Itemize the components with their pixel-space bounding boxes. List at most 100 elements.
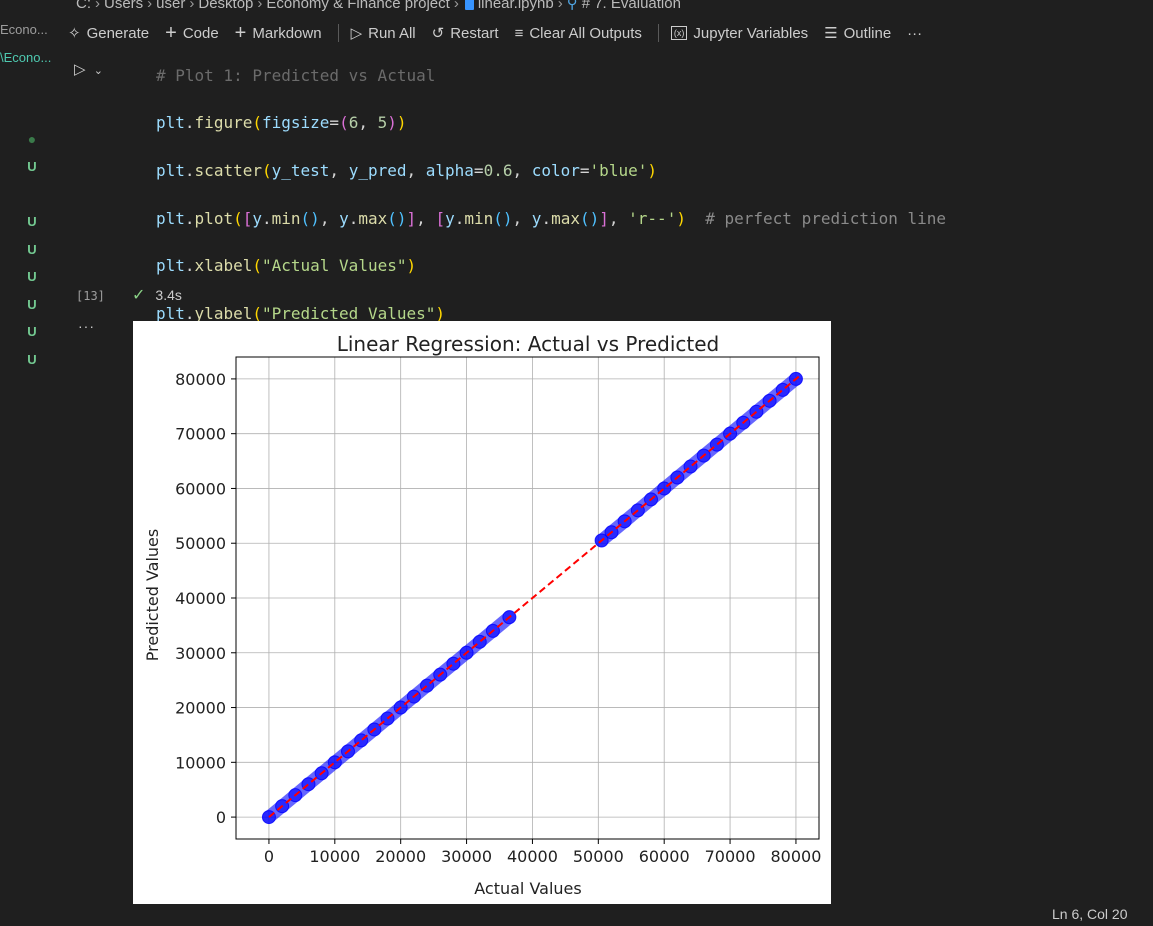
- untracked-marker: U: [27, 324, 37, 339]
- generate-label: Generate: [86, 24, 150, 42]
- y-tick-label: 20000: [175, 699, 226, 718]
- y-tick-label: 60000: [175, 479, 226, 498]
- x-tick-label: 40000: [507, 847, 558, 866]
- markdown-label: Markdown: [252, 24, 322, 42]
- clear-all-outputs-button[interactable]: ≡ Clear All Outputs: [515, 25, 642, 42]
- outline-button[interactable]: ☰ Outline: [824, 24, 892, 43]
- sparkle-icon: ✧: [68, 25, 81, 42]
- breadcrumb-item[interactable]: linear.ipynb: [477, 0, 554, 12]
- code-line: plt.xlabel("Actual Values"): [156, 256, 417, 276]
- y-tick-label: 80000: [175, 370, 226, 389]
- explorer-gutter: Econo... \Econo... ● U U U U U U U: [0, 0, 60, 926]
- x-tick-label: 10000: [309, 847, 360, 866]
- code-line: plt.ylabel("Predicted Values"): [156, 303, 446, 323]
- more-actions-button[interactable]: ···: [907, 25, 922, 42]
- untracked-marker: U: [27, 159, 37, 174]
- run-cell-button[interactable]: ▷ ⌄: [74, 60, 103, 78]
- x-tick-label: 30000: [441, 847, 492, 866]
- cursor-position[interactable]: Ln 6, Col 20: [1052, 906, 1128, 922]
- x-tick-label: 20000: [375, 847, 426, 866]
- untracked-marker: U: [27, 297, 37, 312]
- add-code-button[interactable]: + Code: [165, 22, 219, 45]
- chevron-right-icon: ›: [95, 0, 100, 12]
- restart-button[interactable]: ↺ Restart: [431, 24, 499, 43]
- breadcrumb-item[interactable]: C:: [76, 0, 91, 12]
- untracked-marker: U: [27, 352, 37, 367]
- y-tick-label: 10000: [175, 753, 226, 772]
- execution-count: [13]: [76, 289, 105, 303]
- run-all-icon: ▷: [350, 25, 363, 42]
- chevron-right-icon: ›: [257, 0, 263, 12]
- x-tick-label: 50000: [573, 847, 624, 866]
- grid: [236, 357, 819, 839]
- breadcrumb: C: › Users › user › Desktop › Economy & Finance …: [76, 0, 681, 12]
- variables-icon: (x): [670, 26, 688, 40]
- outline-label: Outline: [843, 24, 892, 42]
- untracked-marker: U: [27, 269, 37, 284]
- y-tick-label: 70000: [175, 425, 226, 444]
- y-tick-label: 40000: [175, 589, 226, 608]
- explorer-item-active[interactable]: \Econo...: [0, 50, 52, 65]
- chevron-right-icon: ›: [189, 0, 195, 12]
- breadcrumb-item[interactable]: Desktop: [198, 0, 254, 12]
- run-all-label: Run All: [368, 24, 416, 42]
- outline-icon: ☰: [824, 25, 838, 42]
- prediction-line-segment: [268, 375, 800, 818]
- restart-label: Restart: [450, 24, 499, 42]
- explorer-item[interactable]: Econo...: [0, 22, 48, 37]
- more-icon: ···: [907, 24, 923, 42]
- toolbar-divider: [337, 24, 339, 42]
- python-icon: ⚲: [566, 0, 578, 12]
- code-comment: # Plot 1: Predicted vs Actual: [156, 65, 436, 85]
- notebook-toolbar: ✧ Generate + Code + Markdown ▷ Run All ↺…: [68, 20, 938, 46]
- breadcrumb-item[interactable]: Users: [104, 0, 144, 12]
- x-tick-label: 0: [264, 847, 274, 866]
- x-tick-label: 70000: [705, 847, 756, 866]
- code-line: # Plot 1: Predicted vs Actual: [156, 64, 946, 88]
- scatter-chart: 0 10000 20000 30000 40000 50000 60000 70000 8000…: [143, 332, 821, 898]
- run-all-button[interactable]: ▷ Run All: [350, 24, 416, 43]
- plus-icon: +: [165, 21, 177, 44]
- code-line: plt.scatter(y_test, y_pred, alpha=0.6, c…: [156, 160, 657, 180]
- output-more-button[interactable]: ···: [78, 318, 95, 334]
- notebook-file-icon: [464, 0, 474, 10]
- x-tick-label: 80000: [770, 847, 821, 866]
- chevron-down-icon[interactable]: ⌄: [93, 65, 103, 77]
- generate-button[interactable]: ✧ Generate: [68, 24, 150, 43]
- clear-all-label: Clear All Outputs: [529, 24, 642, 42]
- code-line: plt.figure(figsize=(6, 5)): [156, 113, 407, 133]
- x-tick-label: 60000: [639, 847, 690, 866]
- run-cell-icon: ▷: [74, 61, 86, 78]
- plot-output: 0 10000 20000 30000 40000 50000 60000 70000 8000…: [133, 321, 831, 904]
- check-icon: ✓: [132, 287, 146, 304]
- breadcrumb-item[interactable]: user: [156, 0, 186, 12]
- chart-title: Linear Regression: Actual vs Predicted: [337, 332, 720, 356]
- untracked-marker: U: [27, 242, 37, 257]
- breadcrumb-item[interactable]: Economy & Finance project: [266, 0, 450, 12]
- clear-all-icon: ≡: [514, 24, 524, 42]
- restart-icon: ↺: [431, 25, 445, 42]
- prediction-line: [268, 375, 800, 818]
- breadcrumb-item[interactable]: # 7. Evaluation: [581, 0, 681, 12]
- y-tick-label: 0: [216, 808, 226, 827]
- chevron-right-icon: ›: [453, 0, 459, 12]
- variables-label: Jupyter Variables: [693, 24, 809, 42]
- toolbar-divider: [657, 24, 659, 42]
- x-axis: 0 10000 20000 30000 40000 50000 60000 70000 8000…: [264, 839, 821, 866]
- jupyter-variables-button[interactable]: (x) Jupyter Variables: [670, 24, 809, 42]
- modified-dot-icon: ●: [27, 131, 37, 147]
- x-axis-label: Actual Values: [474, 879, 581, 898]
- y-axis: 0 10000 20000 30000 40000 50000 60000 70000 8000…: [175, 370, 236, 827]
- execution-duration: 3.4s: [155, 287, 182, 303]
- y-tick-label: 30000: [175, 644, 226, 663]
- chevron-right-icon: ›: [147, 0, 153, 12]
- y-axis-label: Predicted Values: [143, 529, 162, 661]
- code-line: plt.plot([y.min(), y.max()], [y.min(), y…: [156, 208, 947, 228]
- code-label: Code: [182, 24, 219, 42]
- plus-icon: +: [234, 21, 247, 44]
- untracked-marker: U: [27, 214, 37, 229]
- chevron-right-icon: ›: [557, 0, 563, 12]
- execution-status: ✓ 3.4s: [132, 285, 182, 305]
- y-tick-label: 50000: [175, 534, 226, 553]
- add-markdown-button[interactable]: + Markdown: [235, 22, 322, 45]
